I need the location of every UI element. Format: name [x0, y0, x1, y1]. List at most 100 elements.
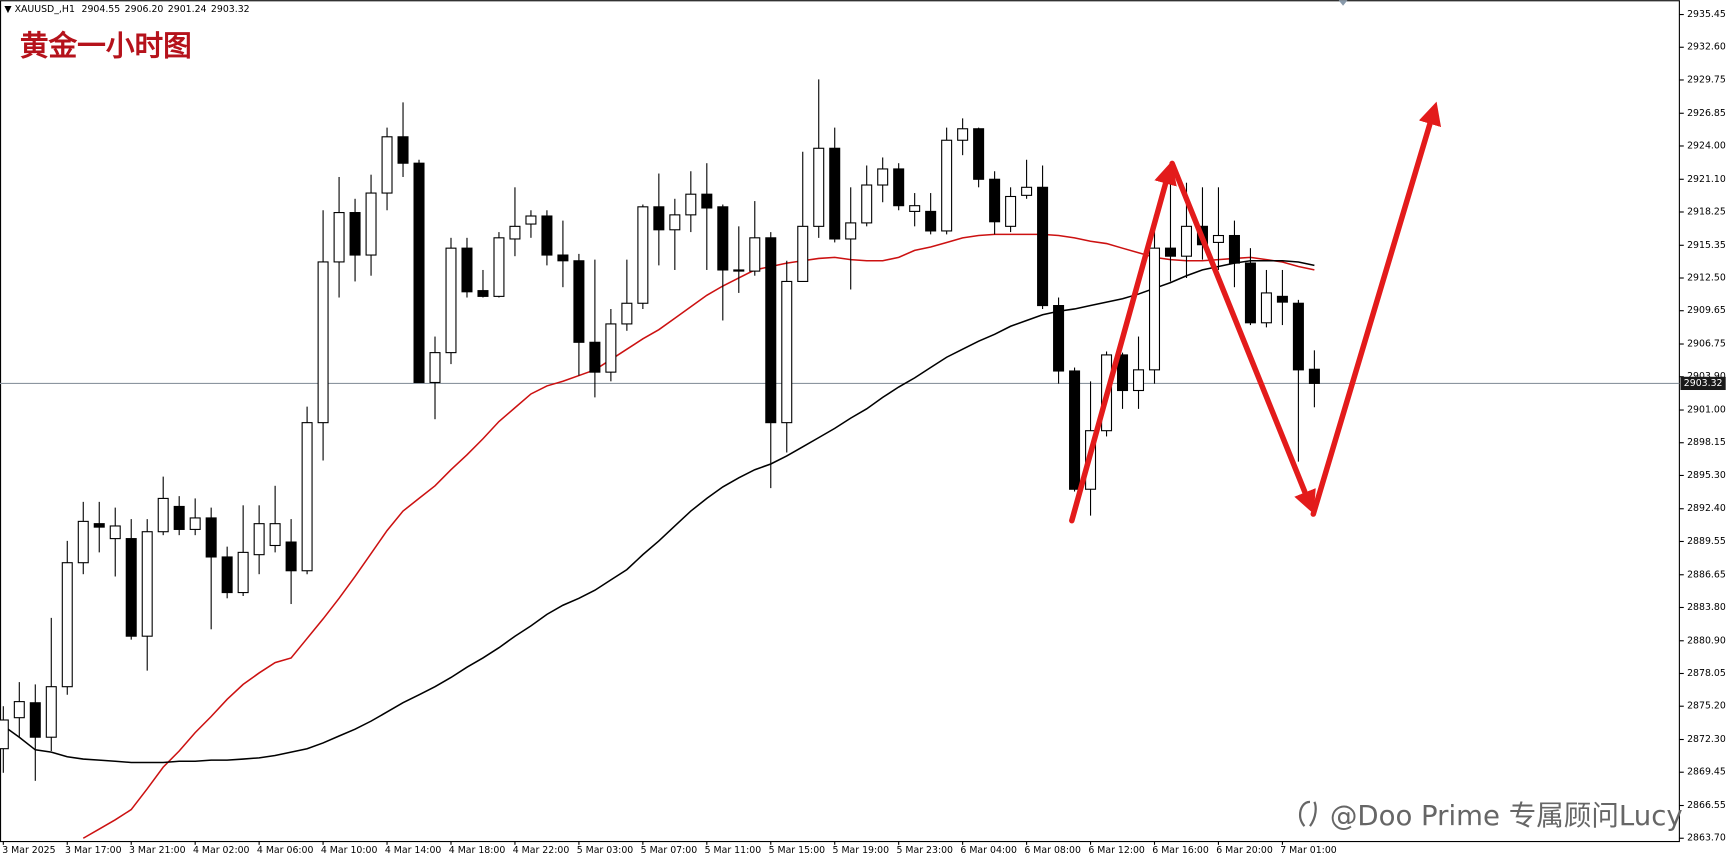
annotation-arrows	[1069, 101, 1442, 524]
candle-body	[877, 168, 889, 186]
candle-body	[445, 247, 457, 354]
candle-body	[429, 352, 441, 384]
y-tick-label: 2883.80	[1687, 602, 1726, 613]
candle-body	[1228, 234, 1240, 264]
candle-body	[349, 212, 361, 256]
candle-body	[1308, 368, 1320, 384]
y-tick-label: 2906.75	[1687, 339, 1726, 350]
candle-body	[749, 237, 761, 272]
y-tick-label: 2878.05	[1687, 668, 1726, 679]
candle-body	[285, 541, 297, 572]
candle-body	[1053, 305, 1065, 372]
y-tick-label: 2935.45	[1687, 9, 1726, 20]
watermark: @Doo Prime 专属顾问Lucy	[1298, 800, 1683, 832]
candle-body	[541, 215, 553, 256]
candle-body	[557, 254, 569, 262]
candle-body	[509, 225, 521, 240]
y-tick-label: 2921.10	[1687, 174, 1726, 185]
x-tick-label: 5 Mar 19:00	[833, 845, 890, 856]
candle-body	[1021, 186, 1033, 196]
x-tick-label: 4 Mar 18:00	[449, 845, 506, 856]
y-tick-label: 2903.90	[1687, 371, 1726, 382]
x-tick-label: 3 Mar 17:00	[65, 845, 122, 856]
header-low: 2901.24	[168, 4, 207, 15]
arrow-up	[1310, 101, 1442, 517]
candle-body	[685, 193, 697, 216]
candle-body	[717, 206, 729, 271]
candle-body	[381, 136, 393, 194]
y-tick-label: 2898.15	[1687, 437, 1726, 448]
candle-body	[525, 215, 537, 225]
chart-header: ▼ XAUUSD_,H1 2904.55 2906.20 2901.24 2903.32	[4, 4, 249, 15]
candle-body	[93, 523, 105, 528]
x-tick-label: 4 Mar 02:00	[193, 845, 250, 856]
watermark-text: @Doo Prime 专属顾问Lucy	[1330, 800, 1683, 832]
candle-body	[989, 178, 1001, 223]
y-tick-label: 2909.65	[1687, 305, 1726, 316]
candle-body	[1212, 234, 1224, 243]
x-tick-label: 5 Mar 15:00	[769, 845, 826, 856]
y-tick-label: 2875.20	[1687, 701, 1726, 712]
y-tick-label: 2915.35	[1687, 240, 1726, 251]
candle-body	[589, 341, 601, 373]
symbol: XAUUSD_,H1	[15, 4, 75, 15]
candle-body	[1037, 186, 1049, 307]
candle-body	[781, 280, 793, 424]
candle-body	[861, 184, 873, 224]
candle-body	[253, 523, 265, 556]
candle-body	[621, 302, 633, 325]
candle-body	[733, 269, 745, 272]
y-tick-label: 2892.40	[1687, 503, 1726, 514]
y-tick-label: 2889.55	[1687, 536, 1726, 547]
candle-body	[189, 517, 201, 530]
candle-body	[765, 237, 777, 424]
candle-body	[413, 162, 425, 384]
candle-body	[13, 701, 25, 719]
candle-body	[957, 128, 969, 141]
candle-body	[1276, 295, 1288, 303]
x-tick-label: 6 Mar 12:00	[1088, 845, 1145, 856]
header-high: 2906.20	[125, 4, 164, 15]
candle-body	[493, 237, 505, 297]
x-tick-label: 5 Mar 23:00	[896, 845, 953, 856]
x-tick-label: 5 Mar 07:00	[641, 845, 698, 856]
candle-body	[1005, 195, 1017, 227]
candle-body	[205, 517, 217, 558]
candle-body	[45, 686, 57, 738]
candle-body	[29, 702, 41, 738]
plot-frame	[0, 0, 1680, 843]
candle-body	[893, 168, 905, 207]
candle-body	[973, 128, 985, 180]
x-tick-label: 7 Mar 01:00	[1280, 845, 1337, 856]
y-tick-label: 2872.30	[1687, 734, 1726, 745]
candle-body	[317, 261, 329, 424]
candle-body	[109, 525, 121, 540]
candle-body	[1164, 247, 1177, 257]
y-tick-label: 2912.50	[1687, 273, 1726, 284]
chart-title: 黄金一小时图	[20, 29, 192, 62]
y-tick-label: 2880.90	[1687, 635, 1726, 646]
candle-body	[669, 214, 681, 231]
candle-body	[173, 505, 185, 530]
candle-body	[1148, 247, 1161, 371]
candle-body	[1180, 225, 1192, 257]
arrow-up	[1069, 161, 1177, 524]
current-price-label: 2903.32	[1684, 378, 1723, 389]
candle-body	[1260, 292, 1272, 324]
header-arrow: ▼	[4, 4, 14, 15]
candle-body	[941, 139, 953, 232]
candle-body	[301, 422, 313, 572]
candle-body	[573, 260, 585, 343]
x-tick-label: 4 Mar 06:00	[257, 845, 314, 856]
candle-body	[637, 206, 649, 304]
candle-body	[237, 551, 249, 594]
moving-average	[2, 259, 1315, 764]
x-tick-label: 4 Mar 10:00	[321, 845, 378, 856]
y-tick-label: 2869.45	[1687, 767, 1726, 778]
header-close: 2903.32	[211, 4, 250, 15]
candle-body	[61, 562, 73, 688]
candle-body	[1292, 302, 1304, 371]
arrow-down	[1169, 160, 1316, 514]
y-tick-label: 2918.25	[1687, 206, 1726, 217]
